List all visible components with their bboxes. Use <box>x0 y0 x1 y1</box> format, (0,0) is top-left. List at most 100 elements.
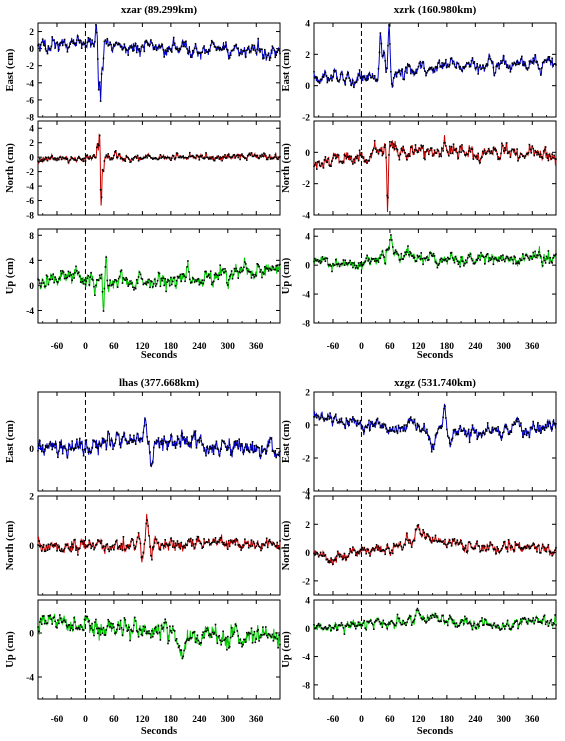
data-point <box>154 626 157 628</box>
data-point <box>69 271 72 274</box>
data-point <box>342 557 345 560</box>
data-point <box>317 414 319 417</box>
data-point <box>228 645 231 648</box>
data-point <box>486 623 489 626</box>
data-point <box>519 62 521 65</box>
data-point <box>55 157 57 160</box>
data-point <box>111 439 113 442</box>
data-point <box>379 426 382 429</box>
data-point <box>277 48 279 51</box>
data-point <box>60 443 62 446</box>
data-point <box>401 68 404 70</box>
data-point <box>72 447 74 450</box>
data-point <box>334 625 336 628</box>
data-point <box>315 553 317 555</box>
data-point <box>331 160 333 162</box>
data-point <box>167 50 169 53</box>
data-point <box>484 149 486 152</box>
data-point <box>367 549 369 551</box>
data-point <box>536 429 538 431</box>
data-point <box>247 547 250 549</box>
data-point <box>171 157 173 159</box>
data-point <box>207 541 209 544</box>
data-point <box>216 156 219 159</box>
data-point <box>119 157 122 160</box>
data-point <box>106 543 109 545</box>
data-point <box>336 419 338 421</box>
data-point <box>374 546 377 549</box>
data-point <box>228 275 231 277</box>
data-point <box>384 60 386 62</box>
data-point <box>527 431 530 434</box>
data-point <box>86 41 89 44</box>
data-point <box>157 271 160 274</box>
data-point <box>164 440 166 443</box>
data-point <box>449 542 452 544</box>
data-point <box>363 76 366 79</box>
data-point <box>57 281 59 284</box>
data-point <box>55 278 57 281</box>
data-point <box>465 65 467 68</box>
data-point <box>517 627 519 630</box>
data-point <box>72 546 74 549</box>
data-point <box>197 156 200 158</box>
data-point <box>66 276 69 279</box>
data-point <box>518 420 520 423</box>
data-point <box>327 76 329 79</box>
data-point <box>445 258 447 260</box>
data-point <box>243 50 245 52</box>
data-point <box>202 282 204 285</box>
data-point <box>141 555 144 558</box>
data-point <box>203 636 205 639</box>
data-point <box>239 158 241 161</box>
data-point <box>226 48 228 51</box>
data-point <box>355 627 357 630</box>
data-point <box>219 639 221 642</box>
data-point <box>76 547 78 549</box>
data-point <box>188 639 190 642</box>
data-point <box>260 455 262 457</box>
data-point <box>200 440 202 442</box>
data-point <box>271 157 274 160</box>
data-point <box>338 556 341 558</box>
data-point <box>466 153 468 155</box>
data-point <box>526 544 529 546</box>
data-point <box>129 161 131 163</box>
data-point <box>151 630 153 632</box>
data-point <box>198 441 201 444</box>
data-point <box>358 624 361 626</box>
data-point <box>230 156 233 158</box>
data-point <box>159 46 162 48</box>
data-point <box>365 159 367 161</box>
x-tick-label: 60 <box>385 715 395 725</box>
data-point <box>222 155 224 158</box>
data-point <box>353 262 355 264</box>
data-point <box>378 621 381 623</box>
data-point <box>470 59 473 62</box>
data-point <box>180 649 183 651</box>
data-point <box>273 268 276 271</box>
data-point <box>442 150 444 152</box>
y-tick-label: 0 <box>29 282 34 292</box>
data-point <box>448 257 450 260</box>
data-point <box>348 424 350 426</box>
data-point <box>73 159 75 161</box>
data-point <box>372 258 374 260</box>
data-point <box>150 39 152 41</box>
data-point <box>454 542 457 545</box>
data-point <box>336 153 339 156</box>
data-point <box>541 61 544 64</box>
data-point <box>506 428 509 430</box>
data-point <box>116 42 118 44</box>
data-point <box>519 622 521 624</box>
data-point <box>490 543 493 546</box>
data-point <box>380 424 383 427</box>
data-point <box>169 440 171 442</box>
data-point <box>37 544 39 546</box>
data-point <box>153 627 156 630</box>
data-point <box>267 52 270 55</box>
data-point <box>554 254 556 257</box>
data-point <box>191 49 194 52</box>
data-point <box>185 640 187 643</box>
